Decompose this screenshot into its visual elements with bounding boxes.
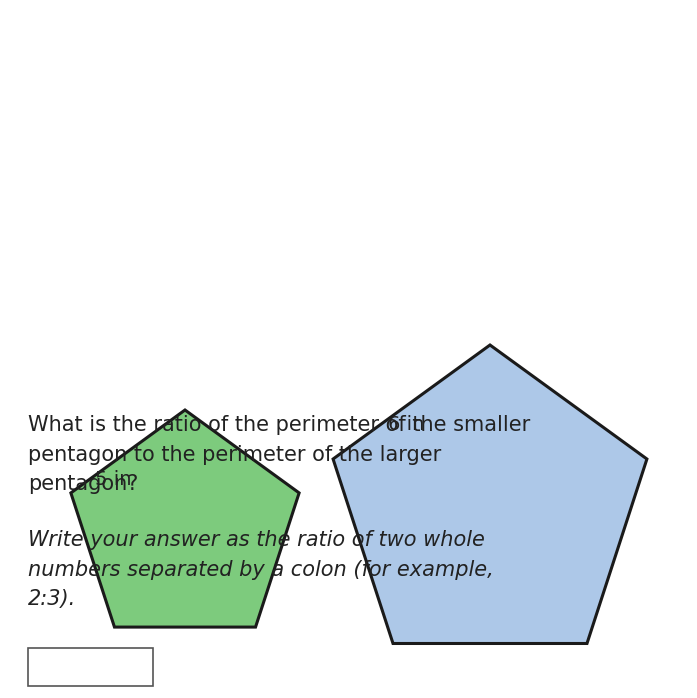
Bar xyxy=(28,648,153,686)
Text: Write your answer as the ratio of two whole
numbers separated by a colon (for ex: Write your answer as the ratio of two wh… xyxy=(28,530,493,609)
Text: What is the ratio of the perimeter of the smaller
pentagon to the perimeter of t: What is the ratio of the perimeter of th… xyxy=(28,415,530,494)
Text: 6 in: 6 in xyxy=(388,415,424,434)
Polygon shape xyxy=(333,345,647,644)
Polygon shape xyxy=(71,410,299,627)
Text: 5 in: 5 in xyxy=(95,470,132,489)
